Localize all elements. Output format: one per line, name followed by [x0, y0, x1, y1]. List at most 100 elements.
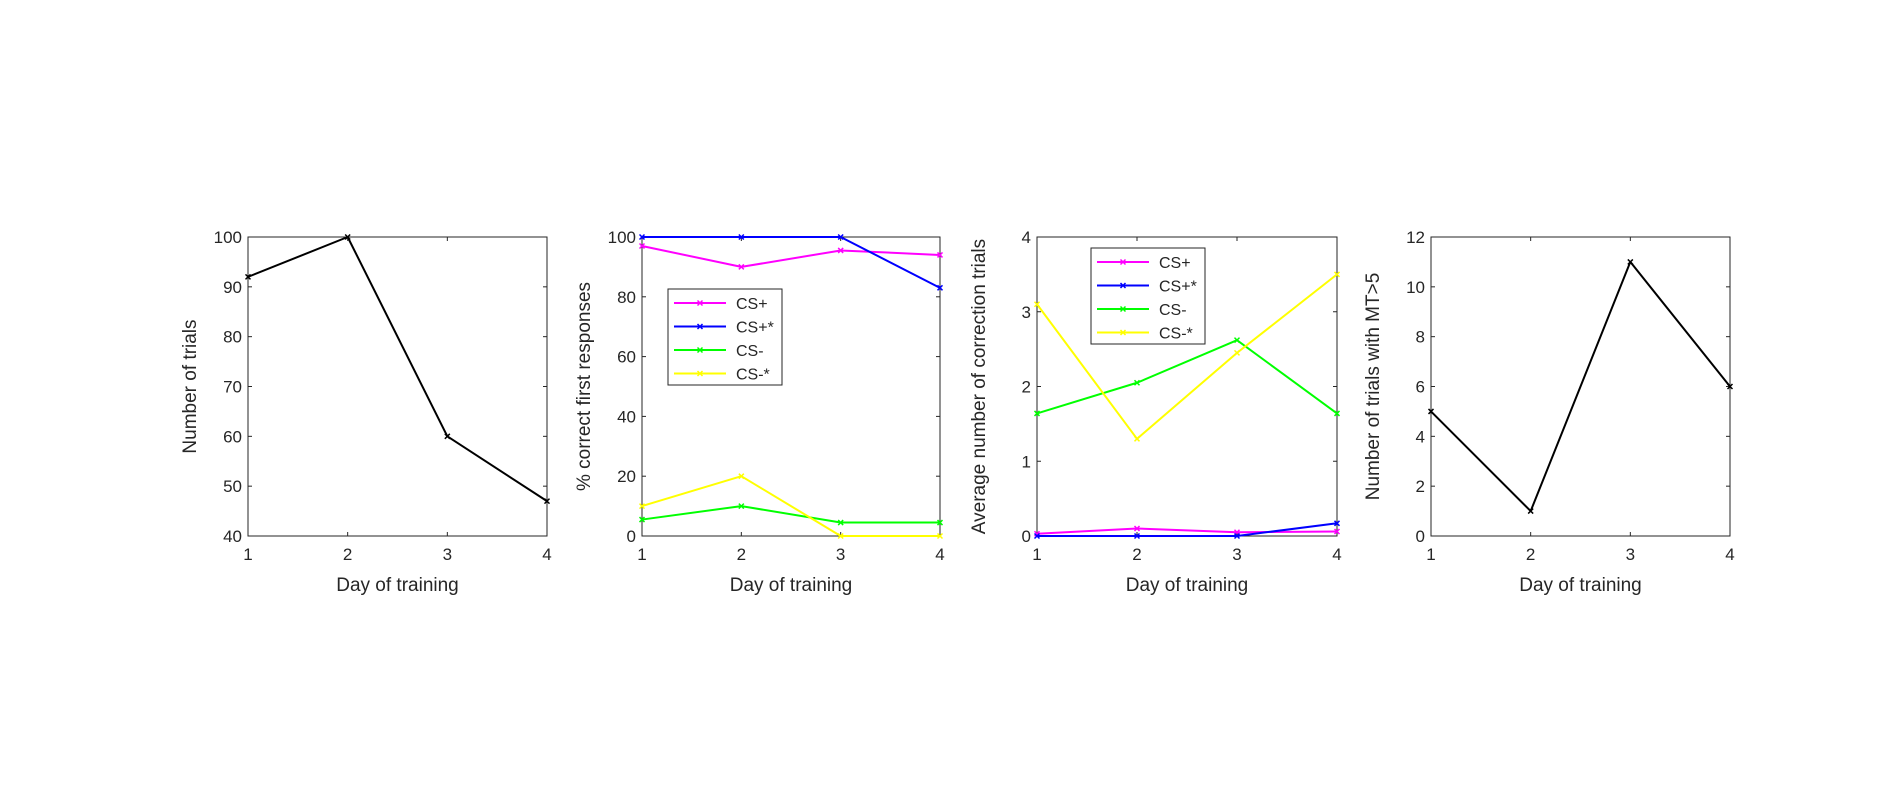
- y-tick-label: 80: [617, 288, 636, 307]
- legend-box: [1090, 247, 1206, 345]
- x-tick-label: 4: [542, 545, 551, 564]
- data-point: [837, 519, 844, 526]
- y-axis-label: Number of trials: [180, 319, 201, 453]
- data-point: [1333, 271, 1341, 278]
- legend-label: CS+: [736, 296, 768, 313]
- x-tick-label: 1: [1032, 545, 1041, 564]
- y-tick-label: 2: [1022, 378, 1031, 397]
- data-point: [444, 433, 451, 440]
- series-line-cs: [1037, 522, 1338, 537]
- data-point: [738, 473, 745, 480]
- series-line-cs: [1036, 339, 1338, 415]
- data-point: [1233, 337, 1241, 344]
- x-tick-label: 4: [1725, 545, 1734, 564]
- data-point: [1033, 532, 1041, 540]
- x-tick-label: 2: [1526, 545, 1535, 564]
- y-tick-label: 0: [1022, 527, 1031, 546]
- legend-label: CS+: [1159, 255, 1191, 272]
- y-tick-label: 20: [617, 467, 636, 486]
- legend-marker: [1119, 305, 1127, 313]
- x-axis-label: Day of training: [1126, 575, 1249, 596]
- y-tick-label: 60: [223, 427, 242, 446]
- y-tick-label: 90: [223, 278, 242, 297]
- data-point: [1133, 525, 1141, 532]
- chart-panel-1: 1 2 3 4 40 50 60 70 80 90 100 Day of training Number…: [180, 228, 552, 596]
- data-point: [1133, 435, 1141, 442]
- y-tick-label: 8: [1416, 328, 1425, 347]
- series-line-cs: [642, 236, 941, 289]
- x-tick-label: 1: [637, 545, 646, 564]
- data-point: [738, 233, 745, 241]
- y-tick-label: 1: [1022, 452, 1031, 471]
- data-point: [738, 503, 745, 510]
- legend-marker: [696, 370, 704, 377]
- series-line-cs: [641, 475, 940, 537]
- data-point: [837, 247, 844, 254]
- series-line-cs: [641, 244, 941, 268]
- x-tick-label: 4: [1332, 545, 1341, 564]
- data-point: [936, 284, 944, 291]
- x-tick-label: 3: [836, 545, 845, 564]
- legend-box: [667, 288, 783, 386]
- y-tick-label: 60: [617, 348, 636, 367]
- x-tick-label: 2: [1132, 545, 1141, 564]
- y-axis-label: Number of trials with MT>5: [1363, 273, 1384, 501]
- x-tick-label: 3: [1232, 545, 1241, 564]
- data-point: [1133, 532, 1141, 540]
- data-point: [638, 242, 646, 250]
- series-line-main: [247, 236, 548, 502]
- x-axis-label: Day of training: [336, 575, 459, 596]
- x-tick-label: 1: [1426, 545, 1435, 564]
- data-point: [543, 498, 551, 505]
- legend-marker: [1119, 329, 1127, 336]
- series-line-cs: [1036, 273, 1338, 440]
- legend-label: CS-*: [736, 367, 770, 384]
- legend-label: CS+*: [1159, 279, 1197, 296]
- legend-marker: [696, 323, 704, 330]
- legend-marker: [1119, 282, 1127, 289]
- data-point: [837, 233, 844, 241]
- data-point: [1333, 520, 1341, 527]
- y-tick-label: 0: [1416, 527, 1425, 546]
- data-point: [1033, 410, 1041, 417]
- data-point: [244, 273, 252, 280]
- x-axis-label: Day of training: [730, 575, 853, 596]
- data-point: [1627, 258, 1634, 265]
- data-point: [936, 251, 944, 258]
- plot-area: [641, 236, 941, 537]
- legend-marker: [1119, 258, 1127, 266]
- data-point: [638, 503, 646, 510]
- y-tick-label: 2: [1416, 477, 1425, 496]
- y-tick-label: 70: [223, 378, 242, 397]
- legend: CS+ CS+* CS- CS-*: [1090, 247, 1206, 345]
- y-tick-label: 10: [1406, 278, 1425, 297]
- y-tick-label: 4: [1416, 427, 1425, 446]
- legend-label: CS-*: [1159, 326, 1193, 343]
- data-point: [936, 519, 944, 526]
- legend-marker: [696, 299, 704, 307]
- data-point: [1033, 301, 1041, 308]
- data-point: [638, 233, 646, 241]
- series-line-cs: [1036, 527, 1338, 535]
- data-point: [837, 532, 844, 540]
- data-point: [1527, 508, 1534, 515]
- y-tick-label: 0: [627, 527, 636, 546]
- y-axis-label: Average number of correction trials: [969, 239, 990, 534]
- y-tick-label: 12: [1406, 228, 1425, 247]
- y-tick-label: 40: [617, 407, 636, 426]
- x-tick-label: 4: [935, 545, 944, 564]
- legend-marker: [696, 346, 704, 354]
- legend-label: CS-: [1159, 302, 1187, 319]
- x-tick-label: 3: [1626, 545, 1635, 564]
- x-tick-label: 2: [343, 545, 352, 564]
- y-tick-label: 80: [223, 328, 242, 347]
- y-tick-label: 100: [214, 228, 242, 247]
- x-tick-label: 1: [243, 545, 252, 564]
- data-point: [1726, 383, 1734, 390]
- data-point: [738, 263, 745, 270]
- data-point: [1233, 349, 1241, 356]
